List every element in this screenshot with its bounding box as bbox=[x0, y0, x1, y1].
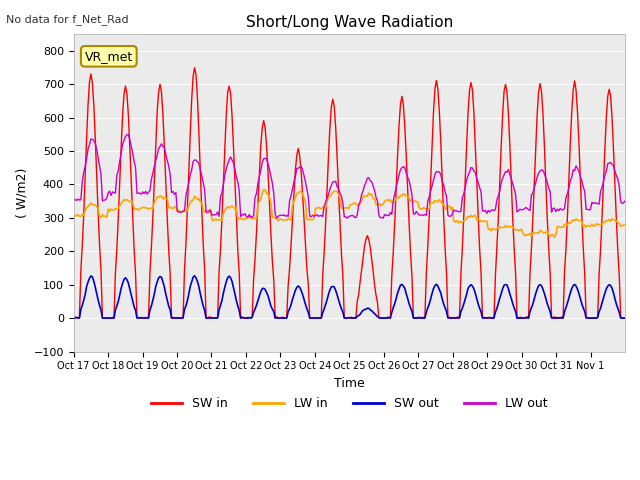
SW in bbox=[547, 270, 554, 276]
Line: SW out: SW out bbox=[74, 276, 625, 318]
Title: Short/Long Wave Radiation: Short/Long Wave Radiation bbox=[246, 15, 453, 30]
LW out bbox=[123, 132, 131, 138]
LW in bbox=[547, 233, 554, 239]
SW out bbox=[70, 315, 77, 321]
LW in bbox=[464, 214, 472, 219]
SW in bbox=[70, 315, 77, 321]
LW in bbox=[620, 222, 627, 228]
LW in bbox=[355, 203, 362, 208]
SW out bbox=[547, 309, 554, 315]
LW out bbox=[466, 169, 474, 175]
SW in bbox=[88, 80, 96, 86]
LW out bbox=[343, 216, 351, 221]
SW in bbox=[464, 108, 472, 114]
LW out bbox=[70, 197, 77, 203]
SW out bbox=[191, 273, 198, 278]
Legend: SW in, LW in, SW out, LW out: SW in, LW in, SW out, LW out bbox=[146, 392, 553, 415]
SW out bbox=[464, 285, 472, 291]
Text: No data for f_Net_Rad: No data for f_Net_Rad bbox=[6, 14, 129, 25]
SW in bbox=[191, 65, 198, 71]
LW out bbox=[620, 200, 627, 206]
LW out bbox=[88, 137, 96, 143]
SW in bbox=[621, 315, 629, 321]
SW out bbox=[618, 315, 626, 321]
SW out bbox=[621, 315, 629, 321]
LW in bbox=[621, 222, 629, 228]
SW in bbox=[618, 315, 626, 321]
SW out bbox=[355, 312, 362, 318]
LW out bbox=[106, 188, 113, 194]
SW in bbox=[106, 315, 113, 321]
LW in bbox=[550, 234, 558, 240]
Text: VR_met: VR_met bbox=[84, 50, 133, 63]
X-axis label: Time: Time bbox=[334, 377, 365, 390]
SW out bbox=[106, 315, 113, 321]
Y-axis label: ( W/m2): ( W/m2) bbox=[15, 168, 28, 218]
SW in bbox=[355, 291, 362, 297]
LW out bbox=[356, 199, 364, 204]
Line: LW out: LW out bbox=[74, 135, 625, 218]
LW out bbox=[621, 198, 629, 204]
LW in bbox=[70, 213, 77, 218]
LW in bbox=[106, 208, 113, 214]
SW out bbox=[88, 274, 96, 280]
LW in bbox=[88, 202, 96, 207]
LW in bbox=[260, 187, 268, 192]
Line: LW in: LW in bbox=[74, 190, 625, 237]
LW out bbox=[548, 209, 556, 215]
Line: SW in: SW in bbox=[74, 68, 625, 318]
